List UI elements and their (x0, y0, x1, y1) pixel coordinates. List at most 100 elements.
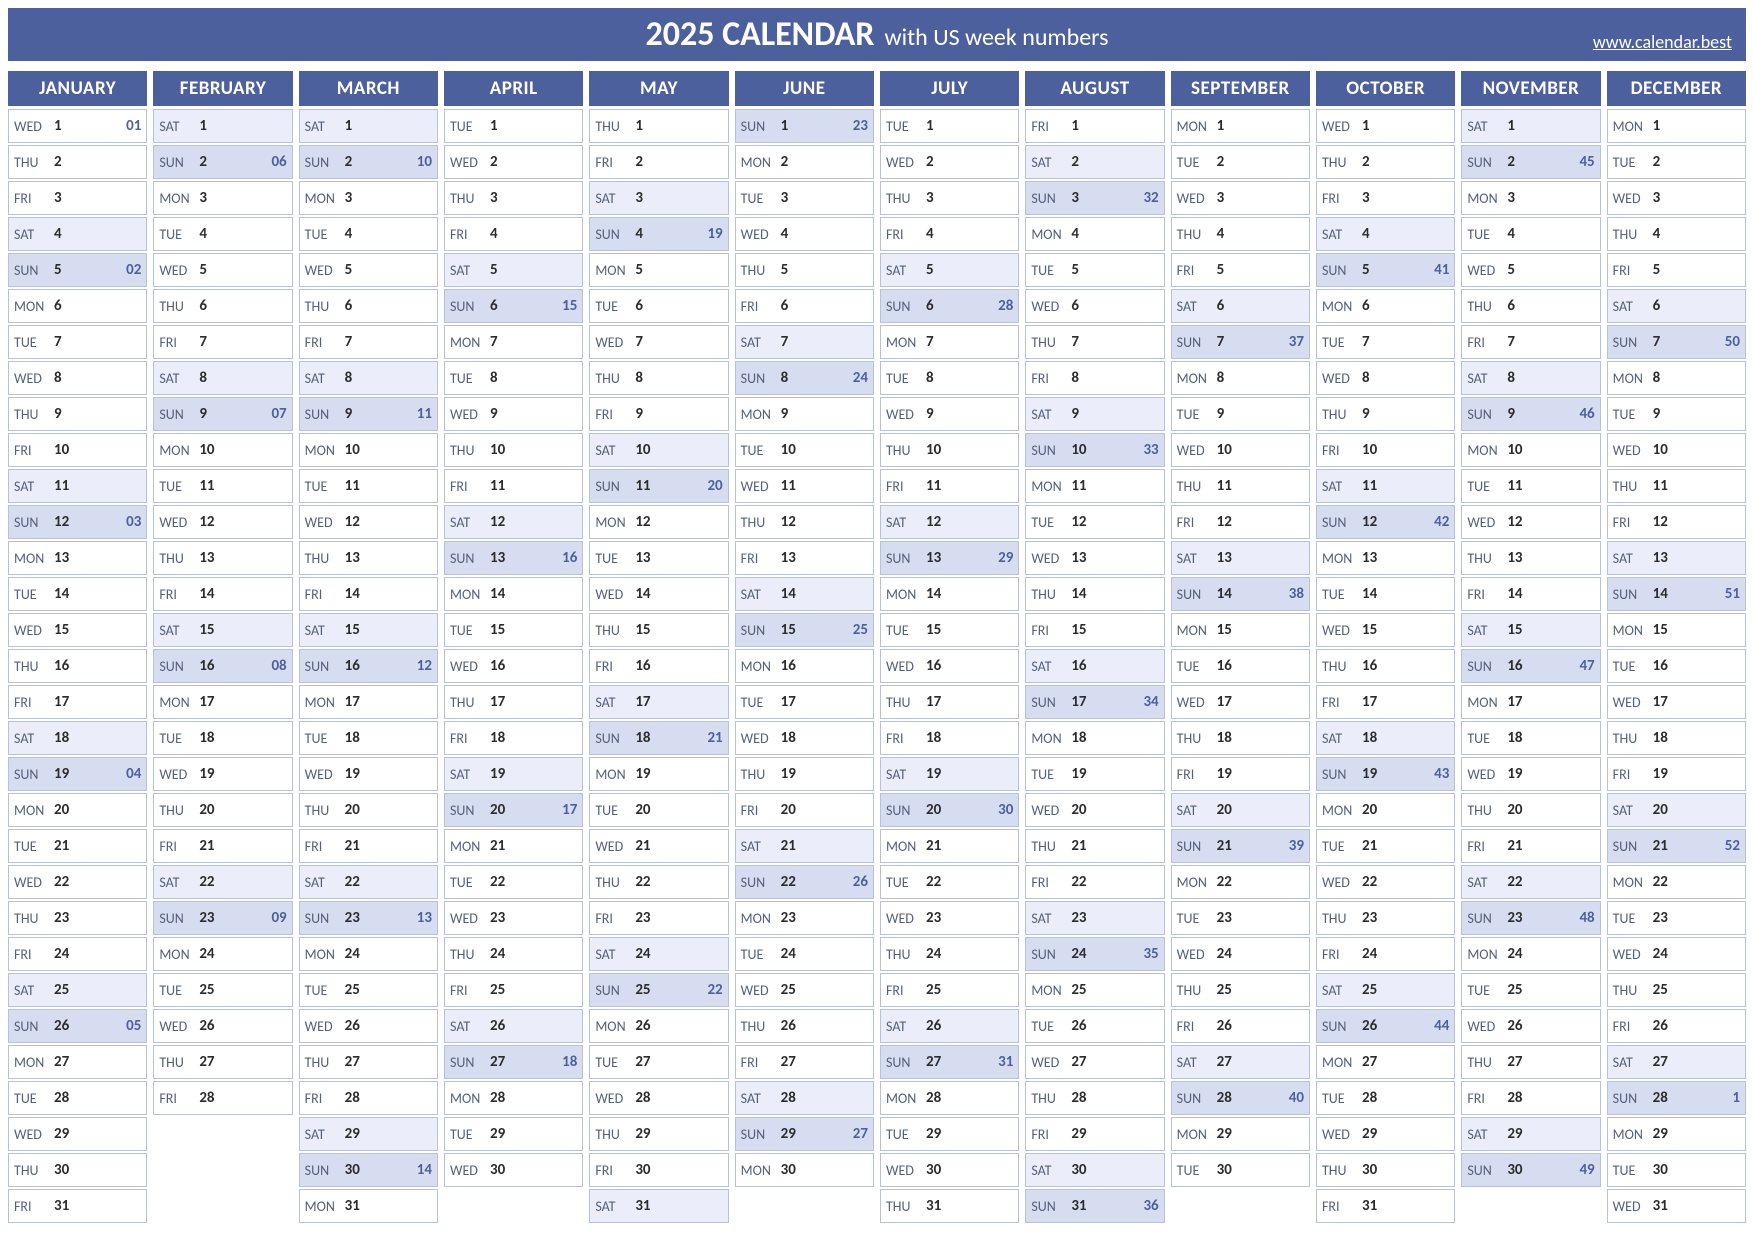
day-cell: TUE25 (153, 973, 292, 1007)
day-number: 16 (195, 657, 214, 675)
day-cell: SUN1608 (153, 649, 292, 683)
month-column: JANUARYWED101THU2FRI3SAT4SUN502MON6TUE7W… (8, 71, 147, 1225)
day-number: 9 (341, 405, 353, 423)
day-cell: MON31 (299, 1189, 438, 1223)
day-number: 1 (195, 117, 207, 135)
day-of-week-label: SUN (159, 406, 195, 423)
day-of-week-label: SAT (1467, 874, 1503, 891)
week-number: 47 (1579, 657, 1594, 675)
day-cell: THU13 (1461, 541, 1600, 575)
day-number: 23 (195, 909, 214, 927)
day-number: 30 (1649, 1161, 1668, 1179)
day-cell: SAT29 (299, 1117, 438, 1151)
month-header: JULY (880, 71, 1019, 106)
day-of-week-label: FRI (886, 226, 922, 243)
day-of-week-label: TUE (595, 802, 631, 819)
source-link[interactable]: www.calendar.best (1593, 31, 1732, 53)
day-number: 9 (1503, 405, 1515, 423)
day-of-week-label: TUE (741, 946, 777, 963)
day-number: 25 (341, 981, 360, 999)
day-of-week-label: THU (1613, 982, 1649, 999)
day-of-week-label: SUN (1467, 658, 1503, 675)
day-of-week-label: SUN (741, 118, 777, 135)
day-cell: TUE16 (1171, 649, 1310, 683)
day-number: 16 (1503, 657, 1522, 675)
day-of-week-label: SAT (1031, 154, 1067, 171)
day-of-week-label: WED (450, 154, 486, 171)
day-number: 24 (631, 945, 650, 963)
day-of-week-label: WED (1613, 694, 1649, 711)
day-number: 18 (1067, 729, 1086, 747)
day-of-week-label: WED (741, 478, 777, 495)
day-number: 12 (1067, 513, 1086, 531)
day-of-week-label: WED (159, 262, 195, 279)
day-number: 3 (486, 189, 498, 207)
day-cell: TUE28 (8, 1081, 147, 1115)
day-number: 29 (631, 1125, 650, 1143)
day-cell: FRI27 (735, 1045, 874, 1079)
week-number: 04 (126, 765, 141, 783)
day-of-week-label: SUN (1467, 1162, 1503, 1179)
day-of-week-label: MON (595, 514, 631, 531)
week-number: 18 (562, 1053, 577, 1071)
day-cell: WED3 (1171, 181, 1310, 215)
day-number: 22 (631, 873, 650, 891)
day-cell: MON3 (153, 181, 292, 215)
day-of-week-label: MON (595, 1018, 631, 1035)
day-of-week-label: WED (159, 514, 195, 531)
day-number: 11 (486, 477, 505, 495)
day-cell: THU6 (299, 289, 438, 323)
day-cell: SAT24 (589, 937, 728, 971)
week-number: 45 (1579, 153, 1594, 171)
day-number: 16 (1067, 657, 1086, 675)
day-cell: SUN911 (299, 397, 438, 431)
day-of-week-label: WED (1467, 766, 1503, 783)
day-number: 28 (1067, 1089, 1086, 1107)
day-number: 4 (486, 225, 498, 243)
day-number: 31 (50, 1197, 69, 1215)
day-of-week-label: FRI (1467, 334, 1503, 351)
day-of-week-label: THU (450, 946, 486, 963)
day-of-week-label: FRI (450, 478, 486, 495)
day-cell: WED23 (444, 901, 583, 935)
day-cell: MON7 (444, 325, 583, 359)
day-cell: SUN1329 (880, 541, 1019, 575)
day-cell: SAT14 (735, 577, 874, 611)
day-cell: SUN1438 (1171, 577, 1310, 611)
day-cell: WED10 (1171, 433, 1310, 467)
day-of-week-label: FRI (1031, 118, 1067, 135)
day-number: 28 (195, 1089, 214, 1107)
day-of-week-label: TUE (450, 370, 486, 387)
week-number: 43 (1434, 765, 1449, 783)
day-cell: MON24 (153, 937, 292, 971)
day-cell: TUE23 (1607, 901, 1746, 935)
day-cell: WED19 (299, 757, 438, 791)
day-number: 17 (922, 693, 941, 711)
day-number: 11 (1503, 477, 1522, 495)
day-cell: THU30 (1316, 1153, 1455, 1187)
day-number: 8 (195, 369, 207, 387)
day-cell: SAT19 (444, 757, 583, 791)
day-number: 18 (1503, 729, 1522, 747)
day-cell: FRI21 (153, 829, 292, 863)
day-number: 9 (195, 405, 207, 423)
day-number: 16 (631, 657, 650, 675)
day-of-week-label: TUE (1613, 154, 1649, 171)
day-of-week-label: SAT (741, 334, 777, 351)
day-cell: WED16 (880, 649, 1019, 683)
day-cell: MON30 (735, 1153, 874, 1187)
day-of-week-label: SUN (305, 406, 341, 423)
day-cell: FRI7 (1461, 325, 1600, 359)
day-number: 20 (631, 801, 650, 819)
day-number: 5 (1503, 261, 1515, 279)
day-cell: THU30 (8, 1153, 147, 1187)
day-cell: MON4 (1025, 217, 1164, 251)
day-cell: WED25 (735, 973, 874, 1007)
day-number: 25 (50, 981, 69, 999)
day-number: 10 (1213, 441, 1232, 459)
day-number: 21 (341, 837, 360, 855)
day-of-week-label: MON (1467, 946, 1503, 963)
day-number: 21 (1358, 837, 1377, 855)
day-number: 6 (195, 297, 207, 315)
day-cell: WED10 (1607, 433, 1746, 467)
